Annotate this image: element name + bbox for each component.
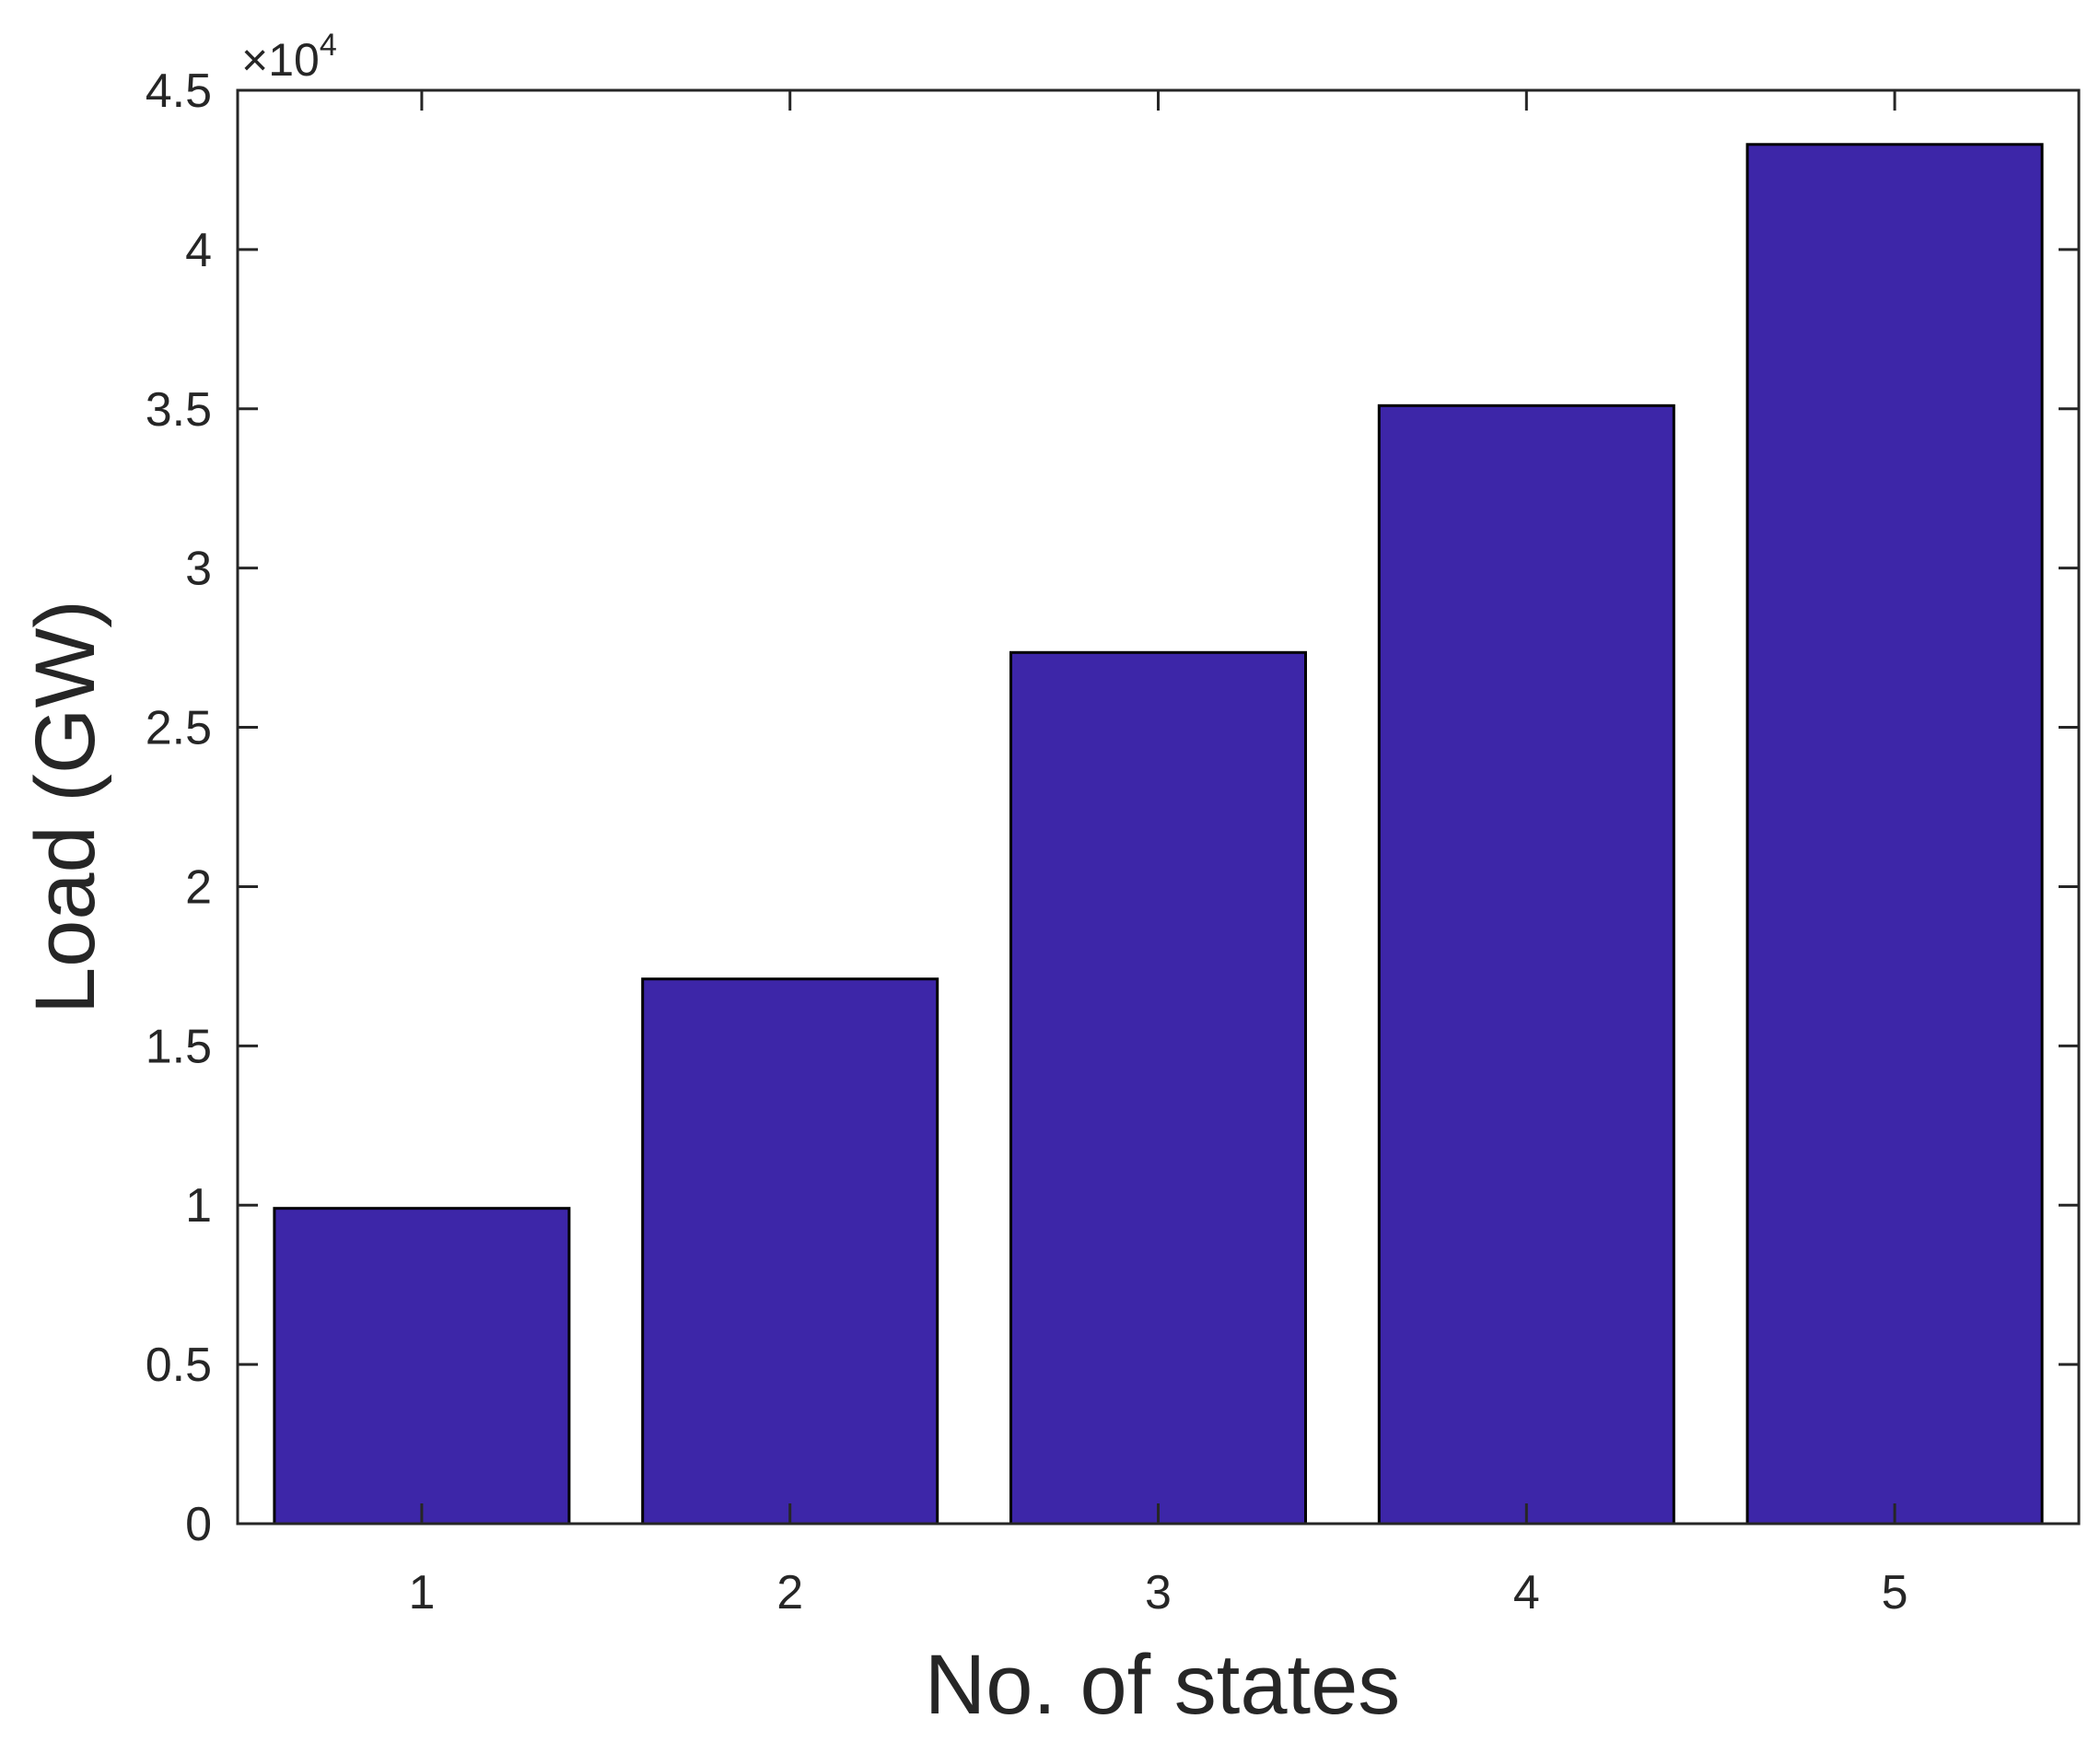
labels-layer: 1 2 3 4 5 0 0.5 1 1.5 2 2.5 3 3.5 4 4.5	[146, 64, 1908, 1619]
x-tick-label-2: 2	[776, 1566, 803, 1619]
y-tick-label-2.5: 2.5	[146, 702, 212, 755]
bar-4	[1377, 403, 1675, 1526]
x-tick-label-3: 3	[1145, 1566, 1172, 1619]
axis-exponent-power: 4	[320, 28, 337, 63]
x-tick-label-1: 1	[408, 1566, 435, 1619]
y-tick-label-0.5: 0.5	[146, 1339, 212, 1392]
x-tick-label-4: 4	[1513, 1566, 1540, 1619]
y-tick-label-2: 2	[185, 860, 212, 914]
y-tick-label-1.5: 1.5	[146, 1020, 212, 1073]
y-tick-label-3.5: 3.5	[146, 383, 212, 437]
axis-exponent: ×104	[241, 28, 337, 86]
x-tick-label-5: 5	[1882, 1566, 1908, 1619]
y-tick-label-4.5: 4.5	[146, 64, 212, 118]
bar-5	[1745, 143, 2044, 1526]
y-tick-label-3: 3	[185, 543, 212, 596]
bar-1	[273, 1207, 571, 1526]
y-tick-label-0: 0	[185, 1498, 212, 1551]
bar-2	[641, 977, 939, 1526]
x-axis-label: No. of states	[925, 1638, 1400, 1732]
bars-layer	[273, 143, 2044, 1526]
y-tick-label-4: 4	[185, 224, 212, 277]
y-axis-label: Load (GW)	[18, 600, 112, 1014]
bar-3	[1009, 650, 1307, 1526]
plot-frame	[236, 88, 2081, 1526]
y-tick-label-1: 1	[185, 1179, 212, 1233]
